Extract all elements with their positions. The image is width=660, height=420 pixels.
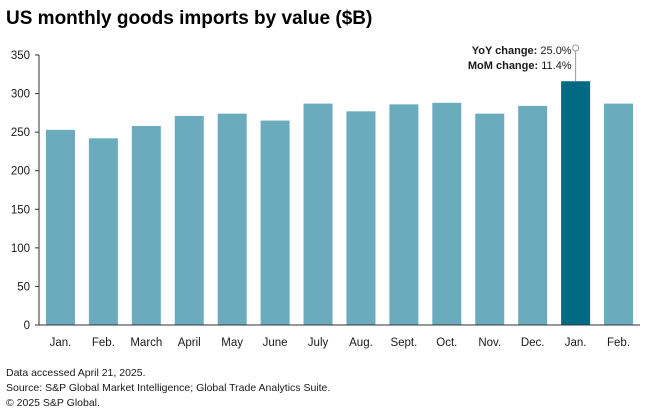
bar (604, 103, 634, 325)
bar (561, 81, 591, 325)
x-tick-label: April (178, 337, 201, 349)
x-tick-label: Oct. (436, 337, 457, 349)
x-tick-label: March (130, 337, 162, 349)
y-tick-label: 50 (17, 281, 30, 293)
x-tick-label: June (263, 337, 288, 349)
bar (88, 138, 118, 325)
x-tick-label: Feb. (607, 337, 630, 349)
x-tick-label: Aug. (349, 337, 373, 349)
bar (475, 113, 505, 325)
bar (131, 125, 161, 325)
chart-footer: Data accessed April 21, 2025. Source: S&… (6, 366, 330, 411)
y-tick-label: 100 (11, 243, 30, 255)
y-tick-label: 200 (11, 166, 30, 178)
y-tick-label: 150 (11, 204, 30, 216)
bar (45, 129, 75, 325)
y-tick-label: 250 (11, 127, 30, 139)
x-tick-label: May (221, 337, 243, 349)
source-note: Source: S&P Global Market Intelligence; … (6, 382, 331, 394)
x-tick-label: Jan. (565, 337, 587, 349)
x-tick-label: July (308, 337, 329, 349)
annotation-marker (572, 44, 580, 52)
y-tick-label: 300 (11, 89, 30, 101)
data-accessed-note: Data accessed April 21, 2025. (6, 367, 146, 379)
bar (174, 115, 204, 325)
bar (217, 113, 247, 325)
bar (389, 104, 419, 325)
copyright-note: © 2025 S&P Global. (6, 397, 100, 409)
bar (346, 111, 376, 325)
bar (432, 102, 462, 325)
bar (518, 105, 548, 326)
chart-title: US monthly goods imports by value ($B) (6, 8, 373, 29)
x-tick-label: Sept. (390, 337, 417, 349)
bar (303, 103, 333, 325)
y-tick-label: 350 (11, 50, 30, 62)
x-tick-label: Dec. (521, 337, 545, 349)
x-tick-label: Feb. (92, 337, 115, 349)
x-tick-label: Jan. (50, 337, 72, 349)
bar (260, 120, 290, 325)
x-tick-label: Nov. (478, 337, 501, 349)
y-tick-label: 0 (24, 320, 30, 332)
annotation-label: MoM change: 11.4% (468, 60, 572, 72)
annotation-label: YoY change: 25.0% (472, 45, 572, 57)
